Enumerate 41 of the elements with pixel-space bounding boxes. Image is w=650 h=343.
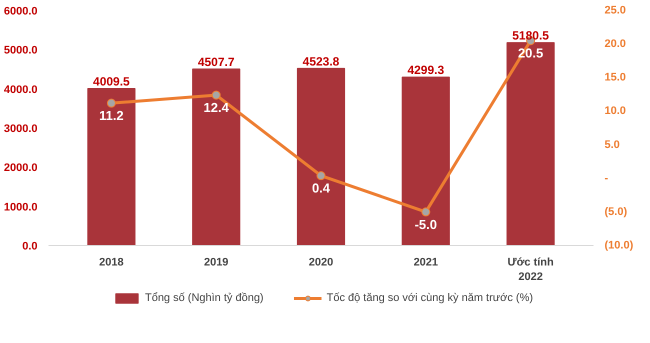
x-tick-label: 2020 — [308, 256, 334, 268]
bar — [192, 68, 240, 246]
y2-tick-label: (5.0) — [604, 206, 628, 218]
x-tick-label: Ước tính 2022 — [507, 256, 554, 283]
x-tick-label: 2021 — [414, 256, 438, 268]
y2-tick-label: 20.0 — [604, 38, 626, 50]
y-tick-label: 3000.0 — [4, 123, 38, 135]
bar — [296, 68, 346, 246]
y2-tick-label: 15.0 — [604, 72, 626, 84]
y-tick-label: 4000.0 — [4, 84, 38, 96]
y2-tick-label: 5.0 — [604, 138, 620, 151]
y2-tick-label: 25.0 — [604, 4, 626, 16]
data-label: 5180.5 — [512, 28, 550, 43]
data-label: 4299.3 — [407, 63, 444, 78]
legend-label: Tốc độ tăng so với cùng kỳ năm trước (%) — [326, 292, 534, 304]
data-label: 20.5 — [518, 46, 544, 61]
x-tick-label: 2018 — [99, 256, 124, 268]
data-label: -5.0 — [414, 216, 438, 232]
bar — [87, 88, 136, 246]
data-label: 4507.7 — [198, 54, 235, 69]
y-tick-label: 1000.0 — [4, 201, 38, 214]
y2-tick-label: - — [604, 172, 608, 184]
data-label: 0.4 — [312, 180, 331, 196]
y-tick-label: 2000.0 — [4, 162, 38, 174]
point — [316, 171, 326, 180]
y-tick-label: 0.0 — [22, 240, 38, 252]
data-label: 4009.5 — [93, 74, 130, 88]
point — [106, 98, 116, 108]
y-tick-label: 5000.0 — [4, 44, 38, 57]
x-tick-label: 2019 — [204, 256, 228, 268]
data-label: 11.2 — [99, 108, 124, 124]
point — [421, 207, 430, 216]
y2-tick-label: (10.0) — [604, 240, 634, 252]
y-tick-label: 6000.0 — [4, 6, 38, 18]
data-label: 12.4 — [204, 100, 230, 116]
legend-label: Tổng số (Nghìn tỷ đồng) — [144, 292, 264, 304]
data-label: 4523.8 — [302, 54, 340, 68]
bar — [402, 76, 450, 246]
y2-tick-label: 10.0 — [604, 105, 626, 118]
point — [212, 90, 221, 100]
bar — [506, 42, 555, 246]
